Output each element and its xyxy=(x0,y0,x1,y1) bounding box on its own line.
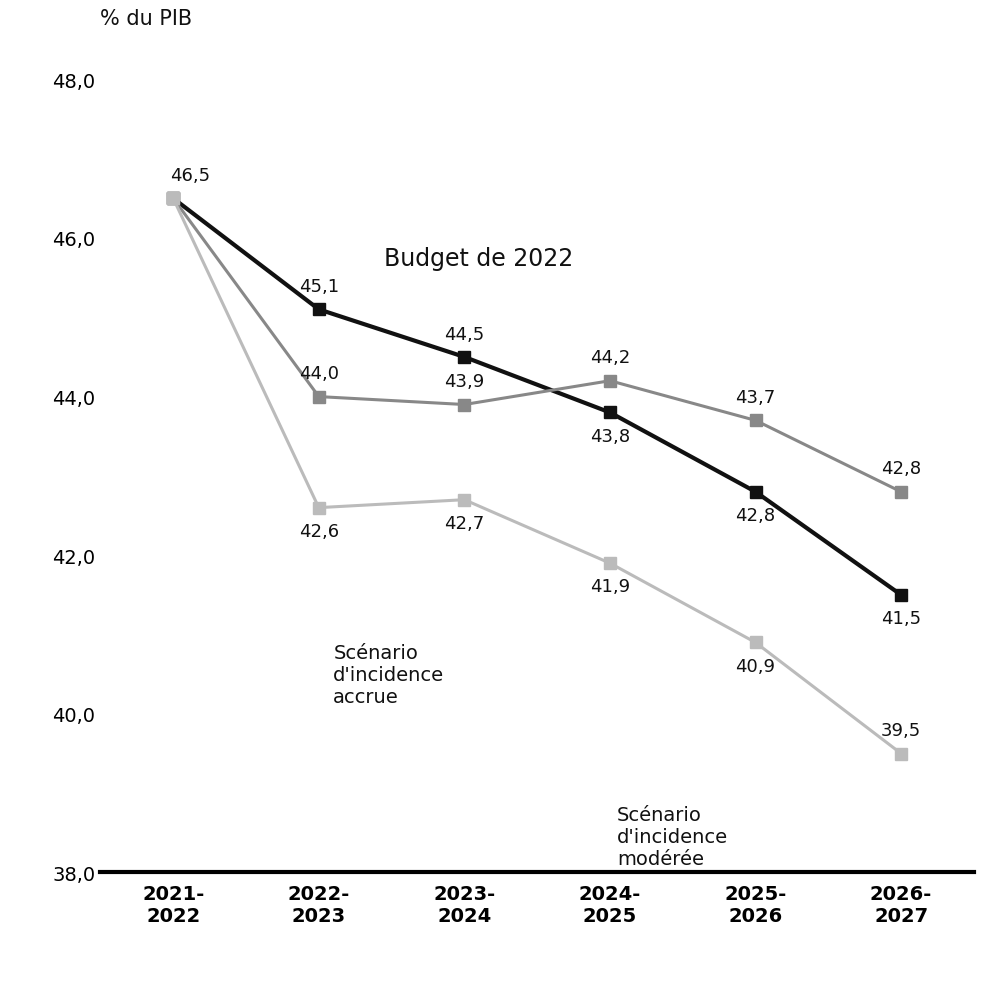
Text: 44,2: 44,2 xyxy=(589,349,630,367)
Text: 42,8: 42,8 xyxy=(735,507,774,525)
Text: 41,9: 41,9 xyxy=(590,578,629,596)
Text: 39,5: 39,5 xyxy=(880,721,921,739)
Text: 40,9: 40,9 xyxy=(735,657,774,675)
Text: 43,9: 43,9 xyxy=(443,373,484,391)
Text: Budget de 2022: Budget de 2022 xyxy=(384,247,573,271)
Text: 42,6: 42,6 xyxy=(299,523,338,541)
Text: 42,8: 42,8 xyxy=(881,460,920,478)
Text: 41,5: 41,5 xyxy=(881,610,920,628)
Text: % du PIB: % du PIB xyxy=(100,9,193,29)
Text: Scénario
d'incidence
accrue: Scénario d'incidence accrue xyxy=(333,643,444,706)
Text: 45,1: 45,1 xyxy=(299,278,338,296)
Text: 43,8: 43,8 xyxy=(590,427,629,445)
Text: 42,7: 42,7 xyxy=(443,515,484,533)
Text: 44,0: 44,0 xyxy=(299,365,338,383)
Text: 46,5: 46,5 xyxy=(171,166,211,185)
Text: 43,7: 43,7 xyxy=(734,389,775,406)
Text: 44,5: 44,5 xyxy=(443,325,484,343)
Text: Scénario
d'incidence
modérée: Scénario d'incidence modérée xyxy=(617,805,727,869)
